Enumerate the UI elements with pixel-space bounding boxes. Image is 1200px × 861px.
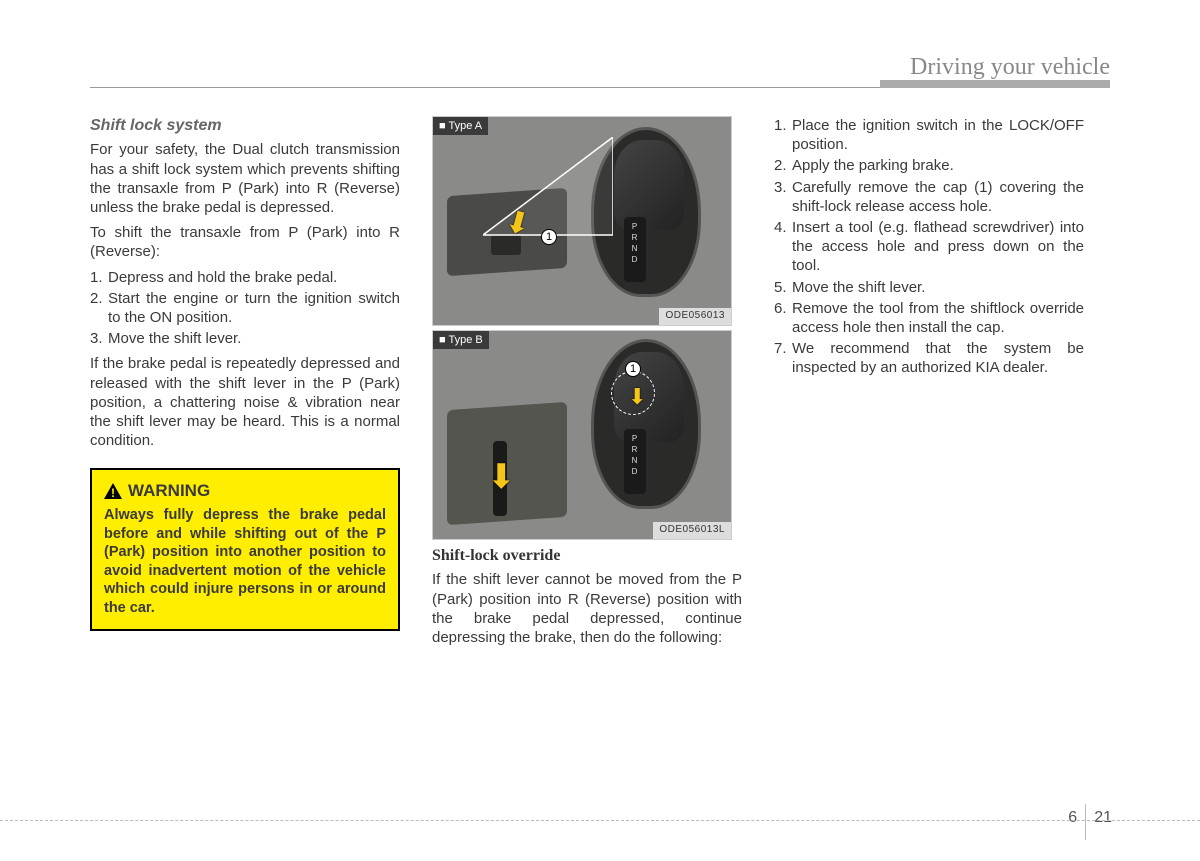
section-title: Shift lock system	[90, 116, 400, 136]
warning-heading: ! WARNING	[104, 480, 386, 502]
figure-type-b: ■ Type B P R N D 1 ⬇ ⬇ ODE056013L	[432, 330, 732, 540]
paragraph: To shift the transaxle from P (Park) int…	[90, 223, 400, 261]
page-divider	[1085, 804, 1086, 840]
gear-shifter: P R N D	[591, 339, 701, 509]
figure-code: ODE056013L	[653, 522, 731, 539]
list-item: 7.We recommend that the system be inspec…	[774, 339, 1084, 377]
figure-code: ODE056013	[659, 308, 731, 325]
svg-text:!: !	[111, 486, 115, 499]
list-item: 5.Move the shift lever.	[774, 278, 1084, 297]
column-3: 1.Place the ignition switch in the LOCK/…	[774, 116, 1084, 653]
figure-label: ■ Type B	[433, 331, 489, 349]
header-bar: Driving your vehicle	[90, 48, 1110, 88]
subsection-title: Shift-lock override	[432, 546, 742, 566]
crop-marks	[0, 820, 1200, 821]
list-item: 6.Remove the tool from the shiftlock ove…	[774, 299, 1084, 337]
arrow-icon: ⬇	[487, 456, 516, 500]
figure-type-a: ■ Type A P R N D ⬇ 1 ODE056013	[432, 116, 732, 326]
column-1: Shift lock system For your safety, the D…	[90, 116, 400, 653]
list-item: 1.Place the ignition switch in the LOCK/…	[774, 116, 1084, 154]
callout-number: 1	[625, 361, 641, 377]
callout-number: 1	[541, 229, 557, 245]
warning-box: ! WARNING Always fully depress the brake…	[90, 468, 400, 631]
list-item: 4.Insert a tool (e.g. flathead screwdriv…	[774, 218, 1084, 276]
page-number-value: 21	[1094, 809, 1112, 827]
warning-body: Always fully depress the brake pedal bef…	[104, 506, 386, 617]
chapter-title: Driving your vehicle	[910, 54, 1110, 81]
gear-indicator: P R N D	[624, 429, 646, 494]
gear-indicator: P R N D	[624, 217, 646, 282]
manual-page: Driving your vehicle Shift lock system F…	[0, 0, 1200, 653]
list-item: 3.Move the shift lever.	[90, 329, 400, 348]
content-columns: Shift lock system For your safety, the D…	[90, 116, 1110, 653]
header-accent	[880, 80, 1110, 88]
shift-boot	[614, 140, 684, 230]
page-number: 6 21	[1068, 800, 1112, 836]
chapter-number: 6	[1068, 809, 1077, 827]
paragraph: For your safety, the Dual clutch transmi…	[90, 140, 400, 217]
list-item: 1.Depress and hold the brake pedal.	[90, 268, 400, 287]
figure-label: ■ Type A	[433, 117, 488, 135]
list-item: 3.Carefully remove the cap (1) covering …	[774, 178, 1084, 216]
list-item: 2.Apply the parking brake.	[774, 156, 1084, 175]
paragraph: If the shift lever cannot be moved from …	[432, 570, 742, 647]
paragraph: If the brake pedal is repeatedly depress…	[90, 354, 400, 450]
list-item: 2.Start the engine or turn the ignition …	[90, 289, 400, 327]
warning-title-text: WARNING	[128, 480, 210, 502]
warning-triangle-icon: !	[104, 483, 122, 499]
arrow-icon: ⬇	[628, 383, 646, 411]
column-2: ■ Type A P R N D ⬇ 1 ODE056013 ■ Type B	[432, 116, 742, 653]
